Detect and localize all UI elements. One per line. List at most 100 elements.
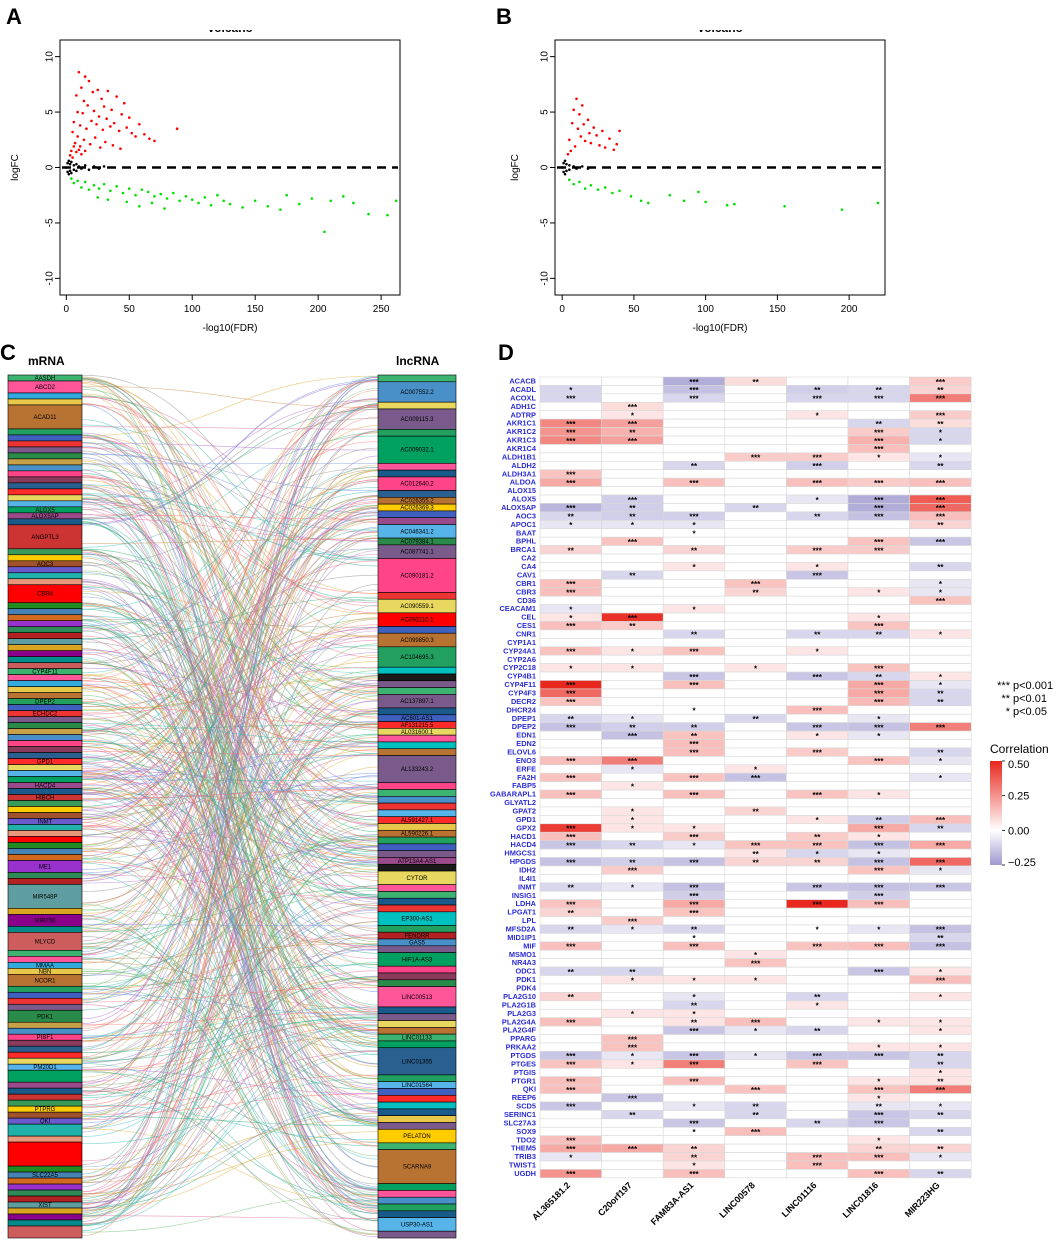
sankey-flow-link bbox=[81, 980, 379, 1162]
sankey-flow-link bbox=[81, 721, 379, 836]
sankey-flow-link bbox=[81, 378, 379, 952]
lncrna-node bbox=[377, 1088, 457, 1096]
sankey-flow-link bbox=[81, 548, 379, 836]
sankey-flow-link bbox=[81, 865, 379, 1058]
sankey-flow-link bbox=[81, 409, 379, 520]
heatmap-significance: * bbox=[754, 664, 758, 673]
heatmap-column-label: LINC00578 bbox=[717, 1180, 757, 1220]
heatmap-cell bbox=[539, 1008, 602, 1018]
heatmap-significance: *** bbox=[689, 479, 699, 488]
point-down bbox=[140, 188, 144, 191]
sankey-flows bbox=[81, 374, 379, 1238]
heatmap-significance: ** bbox=[752, 808, 759, 817]
heatmap-significance: *** bbox=[566, 791, 576, 800]
lncrna-node bbox=[377, 1108, 457, 1116]
y-tick-label: 0 bbox=[540, 164, 551, 170]
heatmap-row-label: CNR1 bbox=[516, 629, 536, 638]
lncrna-node bbox=[377, 1027, 457, 1035]
mrna-node bbox=[7, 740, 83, 747]
heatmap-significance: *** bbox=[874, 513, 884, 522]
heatmap-cell bbox=[601, 1135, 664, 1145]
heatmap-significance: *** bbox=[813, 462, 823, 471]
heatmap-cell bbox=[539, 638, 602, 648]
sankey-flow-link bbox=[81, 434, 379, 969]
heatmap-cell bbox=[786, 983, 849, 993]
mrna-node bbox=[7, 1189, 83, 1197]
sankey-flow-link bbox=[81, 826, 379, 906]
heatmap-significance: * bbox=[692, 1128, 696, 1137]
point-up bbox=[608, 137, 611, 140]
heatmap-significance: *** bbox=[874, 723, 884, 732]
legend-colorbar bbox=[990, 761, 1002, 865]
mrna-node-label: AOC3 bbox=[37, 562, 54, 568]
mrna-node bbox=[7, 716, 83, 723]
heatmap-row-label: INMT bbox=[518, 882, 537, 891]
heatmap-significance: *** bbox=[936, 597, 946, 606]
lncrna-node-label: AC104695.3 bbox=[400, 655, 434, 661]
sankey-flow-link bbox=[81, 851, 379, 947]
heatmap-row-label: ALDH2 bbox=[511, 461, 536, 470]
point-down bbox=[253, 199, 257, 203]
heatmap-cell bbox=[847, 958, 910, 968]
lncrna-node bbox=[377, 1230, 457, 1239]
sankey-flow-link bbox=[81, 502, 379, 820]
heatmap-significance: * bbox=[631, 816, 635, 825]
sankey-flow-link bbox=[81, 870, 379, 985]
heatmap-significance: * bbox=[692, 529, 696, 538]
point-up bbox=[601, 129, 604, 133]
heatmap-cell bbox=[909, 789, 972, 799]
heatmap-significance: * bbox=[631, 884, 635, 893]
x-tick-label: 0 bbox=[64, 304, 70, 315]
heatmap-cell bbox=[724, 697, 787, 707]
heatmap-column-label: LINC01116 bbox=[780, 1180, 819, 1219]
sankey-flow-link bbox=[81, 620, 379, 669]
lncrna-node-label: AC026355.2 bbox=[400, 499, 434, 505]
heatmap-significance: *** bbox=[628, 1094, 638, 1103]
heatmap-significance: *** bbox=[751, 1128, 761, 1137]
mrna-node bbox=[7, 1135, 83, 1143]
sankey-flow-link bbox=[81, 1128, 379, 1205]
heatmap-cell bbox=[724, 890, 787, 900]
heatmap-significance: *** bbox=[813, 884, 823, 893]
heatmap-significance: *** bbox=[566, 1145, 576, 1154]
heatmap-significance: *** bbox=[628, 757, 638, 766]
point-down bbox=[203, 196, 207, 199]
heatmap-cell bbox=[724, 1008, 787, 1018]
point-down bbox=[216, 193, 219, 197]
heatmap-significance: *** bbox=[936, 479, 946, 488]
heatmap-significance: * bbox=[569, 1153, 573, 1162]
legend-sig-text: p<0.001 bbox=[1013, 680, 1053, 692]
mrna-node bbox=[7, 1225, 83, 1239]
sankey-flow-link bbox=[81, 619, 379, 1124]
heatmap-significance: *** bbox=[813, 900, 823, 909]
point-up bbox=[575, 97, 578, 101]
heatmap-significance: *** bbox=[874, 1120, 884, 1129]
point-down bbox=[76, 179, 79, 183]
heatmap-cell bbox=[539, 376, 602, 386]
point-up bbox=[86, 104, 90, 107]
heatmap-significance: *** bbox=[689, 1052, 699, 1061]
mrna-node bbox=[7, 476, 83, 484]
mrna-node bbox=[7, 764, 83, 771]
point-up bbox=[73, 141, 77, 145]
heatmap-cell bbox=[847, 376, 910, 386]
mrna-node bbox=[7, 446, 83, 454]
point-down bbox=[323, 230, 326, 234]
heatmap-row-label: MID1IP1 bbox=[507, 933, 536, 942]
heatmap-significance: *** bbox=[628, 867, 638, 876]
heatmap-significance: *** bbox=[628, 496, 638, 505]
heatmap-significance: * bbox=[754, 1052, 758, 1061]
sankey-flow-link bbox=[81, 504, 379, 640]
heatmap-significance: * bbox=[939, 589, 943, 598]
sankey-flow-link bbox=[81, 597, 379, 807]
heatmap-row-label: PTGES bbox=[511, 1059, 536, 1068]
heatmap-significance: *** bbox=[874, 867, 884, 876]
mrna-node bbox=[7, 626, 83, 634]
heatmap-row-label: GLYATL2 bbox=[504, 798, 536, 807]
lncrna-node bbox=[377, 741, 457, 750]
heatmap-significance: *** bbox=[874, 395, 884, 404]
heatmap-significance: * bbox=[631, 825, 635, 834]
heatmap-row-label: QKI bbox=[523, 1085, 536, 1094]
point-down bbox=[840, 208, 844, 211]
heatmap-significance: * bbox=[692, 605, 696, 614]
